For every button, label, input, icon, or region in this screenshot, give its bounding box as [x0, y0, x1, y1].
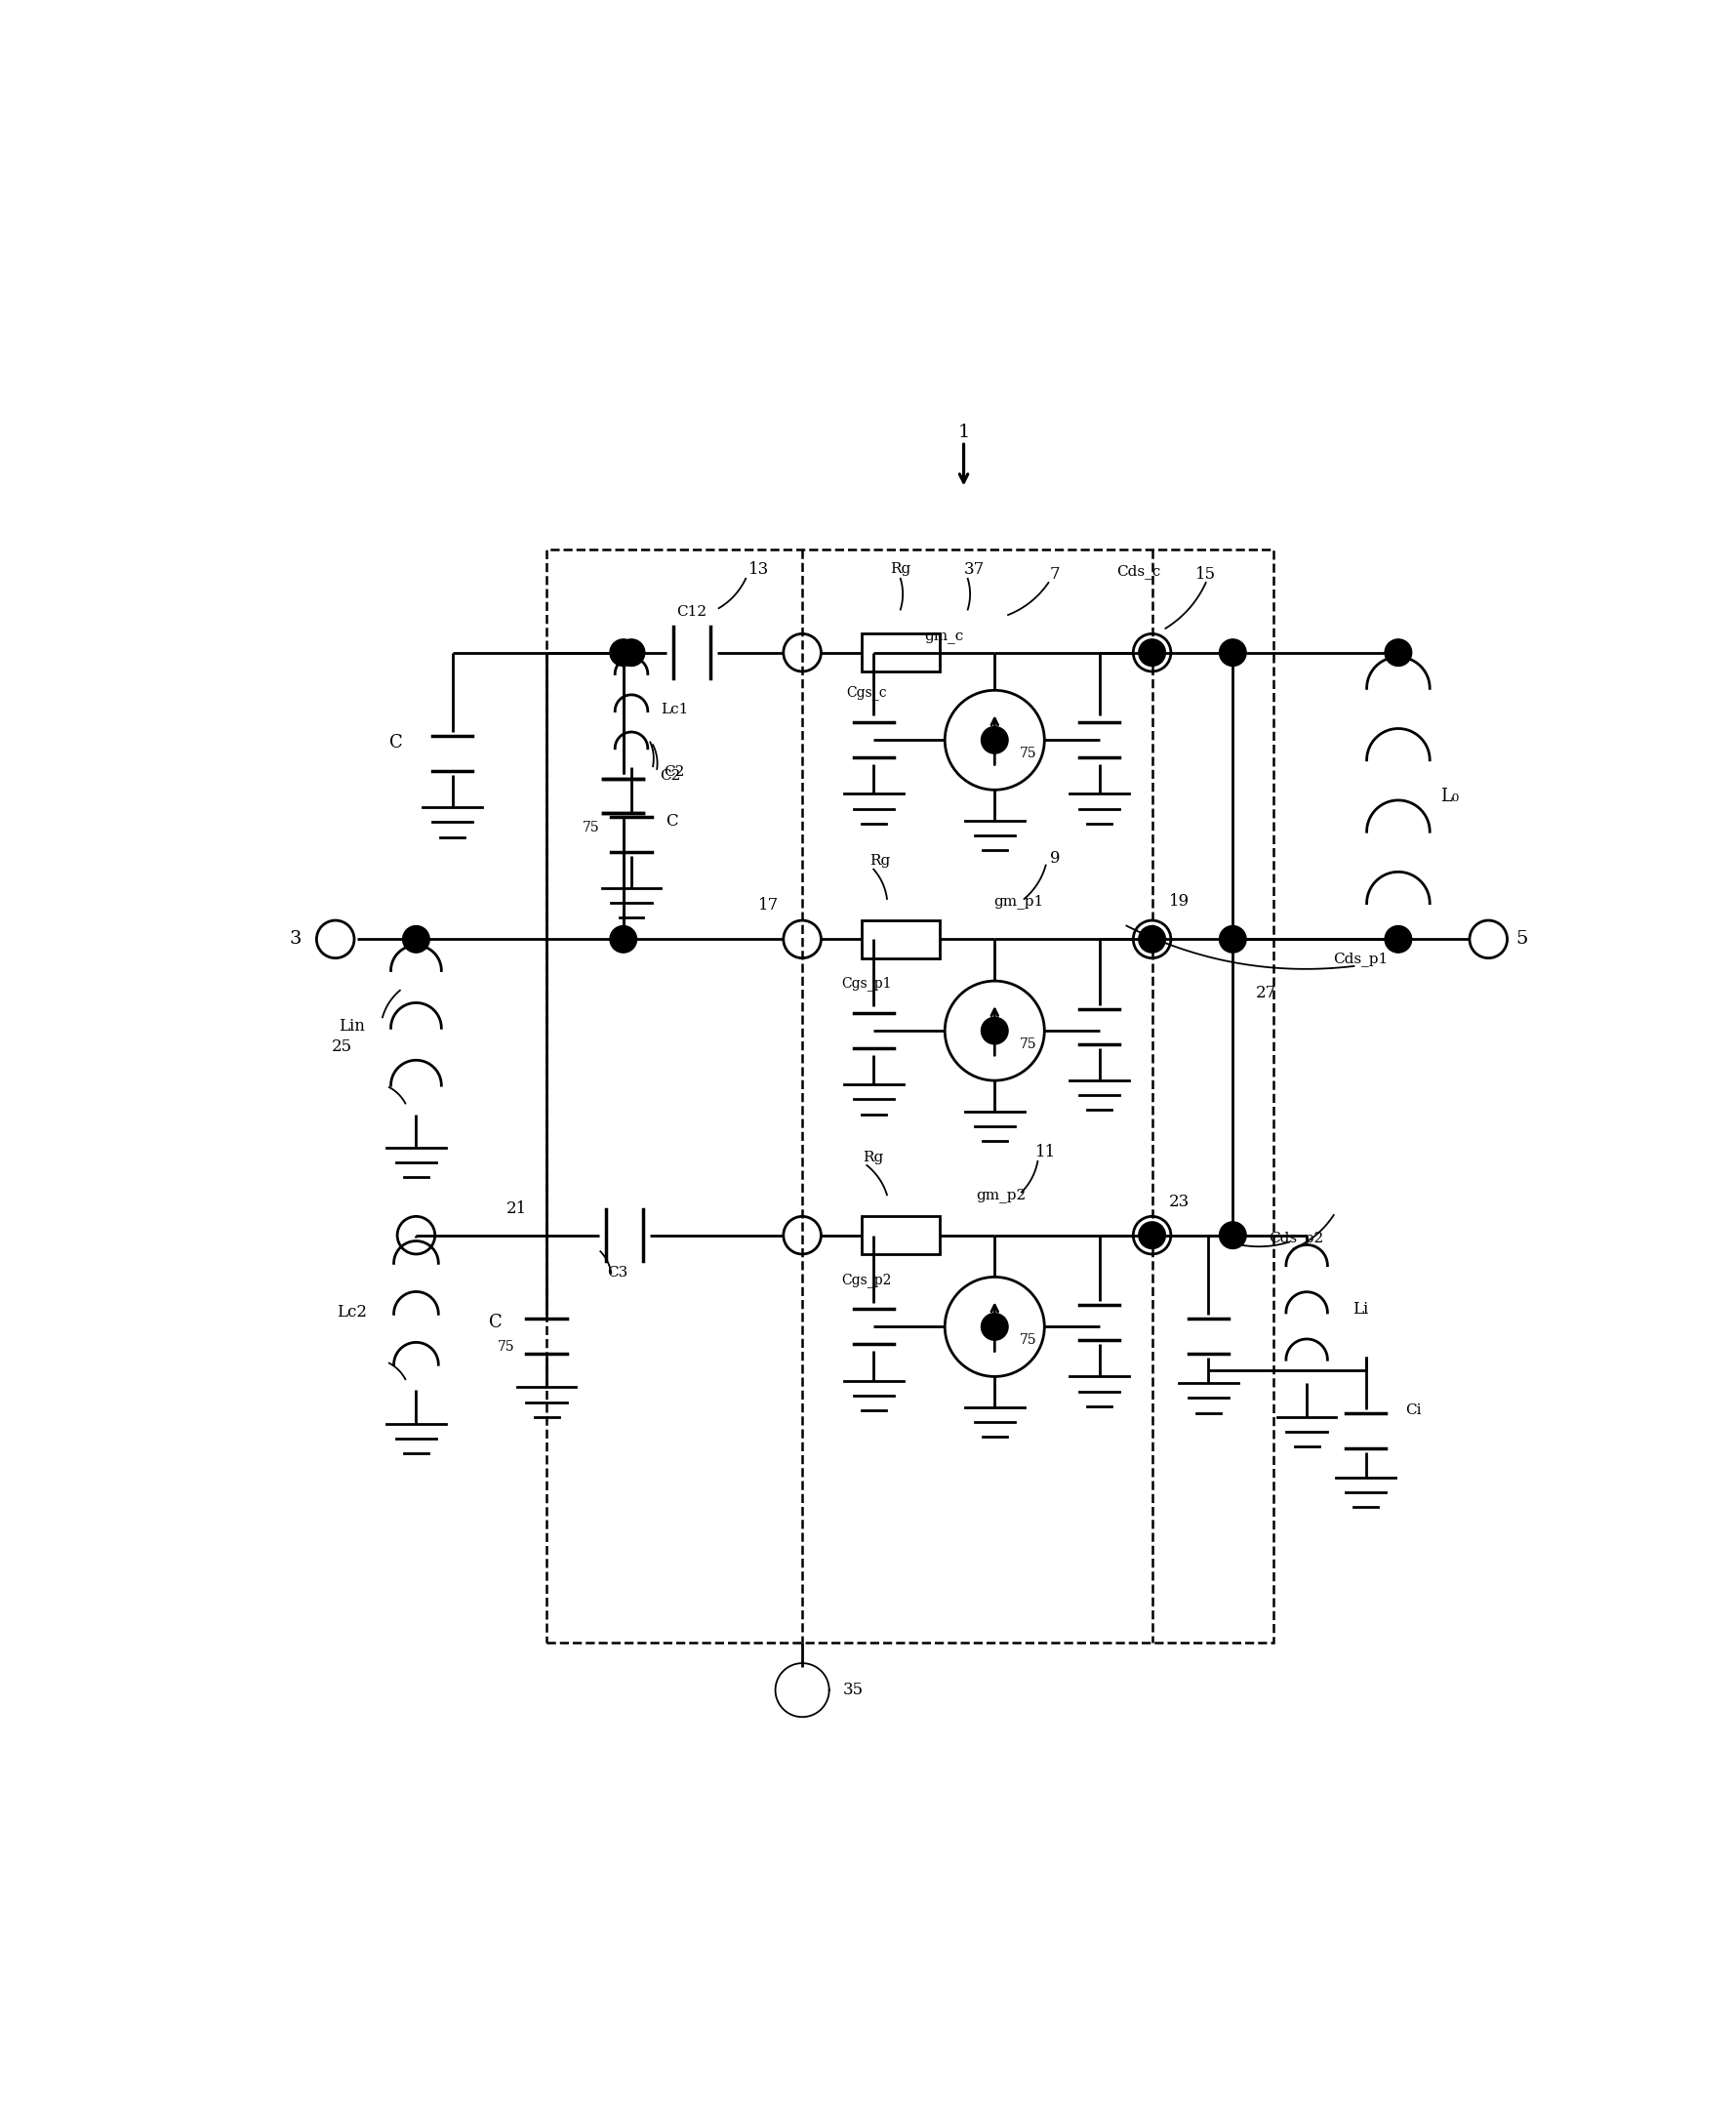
Circle shape	[1139, 925, 1165, 953]
Text: 17: 17	[759, 898, 779, 915]
Text: 75: 75	[1019, 1037, 1036, 1050]
Circle shape	[1385, 925, 1411, 953]
Text: C2: C2	[663, 765, 686, 778]
Text: Rg: Rg	[891, 562, 911, 577]
Bar	[547, 549, 1272, 1644]
Bar	[861, 1217, 939, 1255]
Text: 3: 3	[288, 930, 300, 949]
Circle shape	[1139, 1221, 1165, 1249]
Text: 75: 75	[498, 1340, 516, 1354]
Text: 27: 27	[1257, 985, 1276, 1002]
Text: Lin: Lin	[339, 1018, 365, 1035]
Text: gm_c: gm_c	[924, 630, 963, 642]
Circle shape	[1139, 638, 1165, 666]
Text: 75: 75	[1019, 746, 1036, 761]
Circle shape	[403, 925, 429, 953]
Text: 19: 19	[1168, 894, 1189, 911]
Circle shape	[1219, 638, 1246, 666]
Circle shape	[981, 1314, 1009, 1340]
Circle shape	[1219, 1221, 1246, 1249]
Circle shape	[1219, 925, 1246, 953]
Text: 35: 35	[844, 1682, 865, 1699]
Text: C: C	[665, 814, 677, 828]
Text: Cds_p1: Cds_p1	[1333, 953, 1389, 966]
Text: Cgs_c: Cgs_c	[847, 687, 887, 699]
Circle shape	[609, 925, 637, 953]
Circle shape	[1385, 638, 1411, 666]
Text: C: C	[389, 733, 403, 752]
Text: 9: 9	[1050, 849, 1061, 866]
Bar	[861, 921, 939, 957]
Text: C: C	[490, 1314, 502, 1331]
Text: Cds_p2: Cds_p2	[1269, 1230, 1323, 1245]
Text: Lc2: Lc2	[337, 1304, 366, 1321]
Text: 25: 25	[332, 1040, 352, 1054]
Text: gm_p2: gm_p2	[976, 1188, 1026, 1202]
Circle shape	[609, 638, 637, 666]
Text: 75: 75	[1019, 1333, 1036, 1348]
Text: 1: 1	[958, 423, 970, 442]
Text: 23: 23	[1168, 1194, 1189, 1211]
Text: 15: 15	[1196, 566, 1217, 583]
Text: C3: C3	[608, 1266, 628, 1280]
Text: 75: 75	[582, 820, 599, 835]
Bar	[861, 634, 939, 672]
Circle shape	[981, 1016, 1009, 1044]
Text: Cgs_p2: Cgs_p2	[842, 1272, 892, 1287]
Text: 11: 11	[1035, 1143, 1055, 1160]
Text: Li: Li	[1352, 1302, 1368, 1319]
Text: Cds_c: Cds_c	[1116, 564, 1161, 579]
Circle shape	[981, 727, 1009, 754]
Text: Lc1: Lc1	[661, 704, 687, 716]
Text: 5: 5	[1516, 930, 1528, 949]
Text: Rg: Rg	[863, 1149, 884, 1164]
Text: Rg: Rg	[870, 854, 891, 868]
Text: C12: C12	[677, 606, 707, 619]
Text: Ci: Ci	[1404, 1403, 1422, 1418]
Circle shape	[618, 638, 644, 666]
Text: C2: C2	[660, 769, 681, 782]
Text: 7: 7	[1050, 566, 1061, 583]
Text: 21: 21	[507, 1200, 528, 1217]
Text: L₀: L₀	[1441, 788, 1458, 805]
Text: 13: 13	[748, 560, 769, 577]
Text: gm_p1: gm_p1	[993, 894, 1043, 909]
Text: 37: 37	[963, 560, 984, 577]
Text: Cgs_p1: Cgs_p1	[842, 976, 892, 991]
